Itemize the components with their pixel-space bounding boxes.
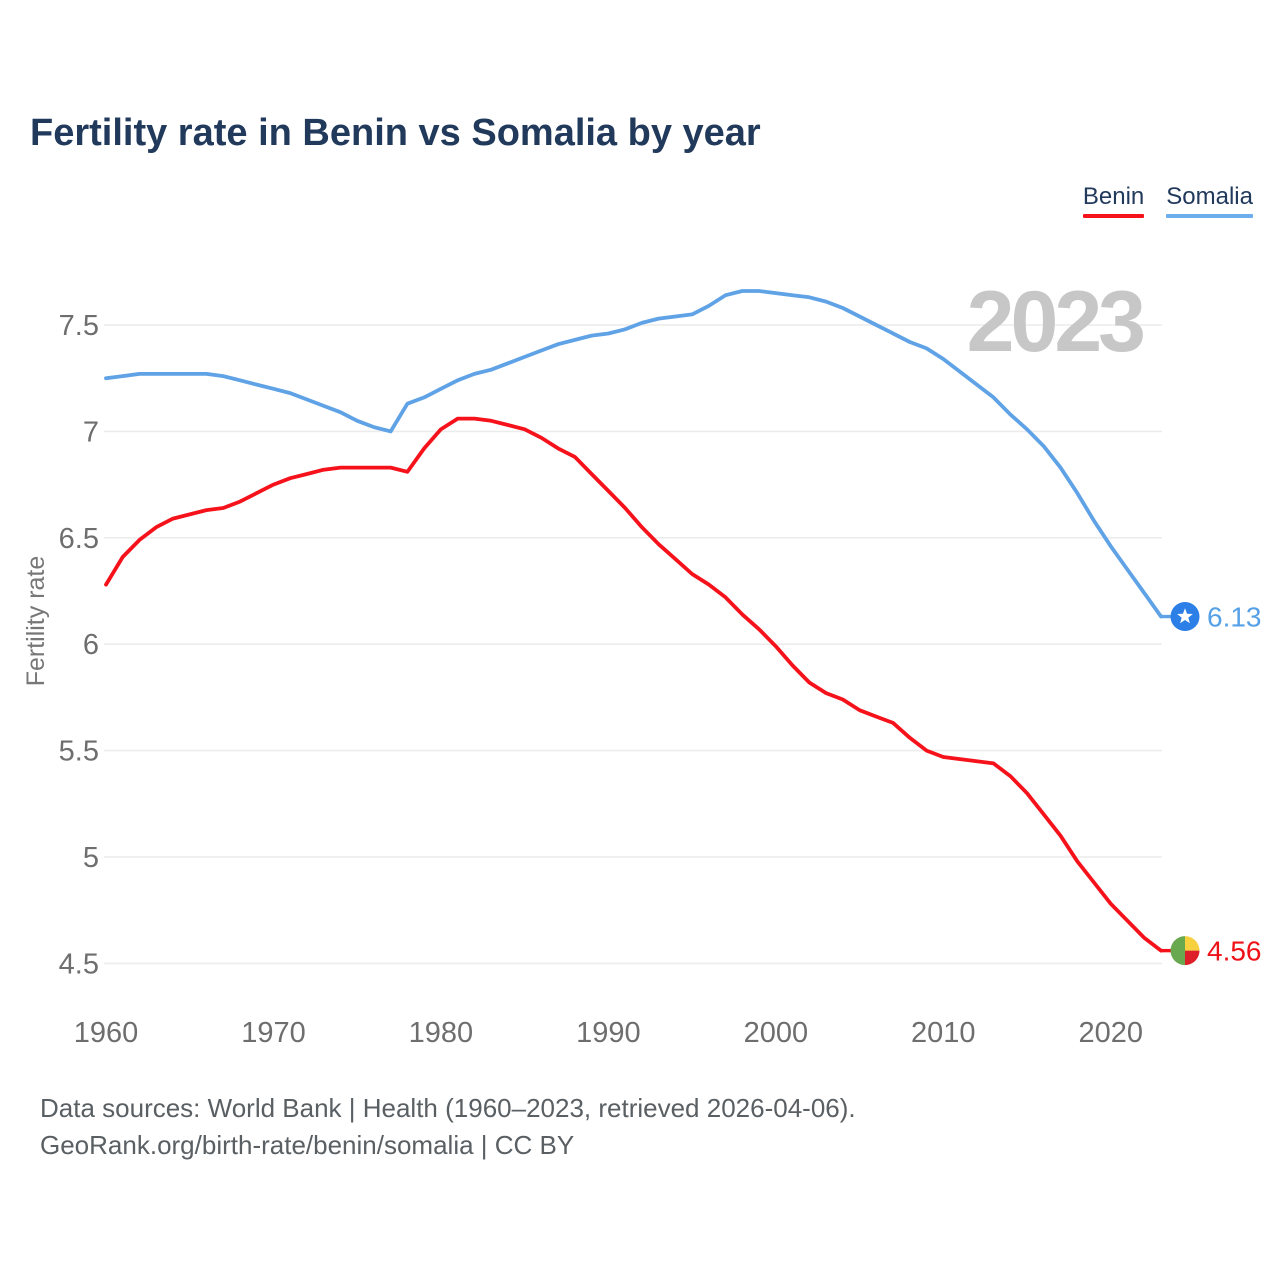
line-benin — [104, 416, 1163, 953]
y-tick-label: 6.5 — [59, 523, 99, 555]
x-tick-label: 1980 — [409, 1017, 474, 1049]
benin-flag-circle — [1170, 936, 1200, 966]
end-value-labels: 6.13 4.56 — [1207, 602, 1262, 967]
end-value-somalia: 6.13 — [1207, 602, 1262, 633]
legend-item-benin[interactable]: Benin — [1082, 183, 1145, 218]
y-tick-label: 4.5 — [59, 948, 99, 980]
line-somalia — [104, 289, 1163, 619]
x-tick-label: 2010 — [911, 1017, 976, 1049]
source-footer: Data sources: World Bank | Health (1960–… — [40, 1090, 856, 1164]
series-lines — [104, 289, 1163, 953]
legend: Benin Somalia — [1082, 183, 1253, 218]
x-tick-label: 2000 — [744, 1017, 809, 1049]
y-tick-label: 5 — [83, 842, 99, 874]
gridlines — [104, 324, 1162, 965]
flag-red-quadrant — [1185, 950, 1200, 966]
y-tick-label: 6 — [83, 629, 99, 661]
x-tick-labels: 1960 1970 1980 1990 2000 2010 2020 — [74, 1017, 1143, 1049]
x-tick-label: 1990 — [576, 1017, 641, 1049]
page-title: Fertility rate in Benin vs Somalia by ye… — [30, 112, 761, 154]
x-tick-label: 1960 — [74, 1017, 139, 1049]
flag-green-half — [1170, 936, 1185, 966]
legend-label-benin: Benin — [1082, 183, 1145, 210]
star-icon — [1177, 608, 1193, 624]
y-axis-title: Fertility rate — [22, 556, 50, 687]
watermark-year: 2023 — [967, 274, 1143, 370]
end-markers — [1161, 602, 1200, 966]
legend-underline-benin — [1082, 214, 1145, 218]
footer-line-2: GeoRank.org/birth-rate/benin/somalia | C… — [40, 1130, 575, 1160]
footer-line-1: Data sources: World Bank | Health (1960–… — [40, 1093, 856, 1123]
y-tick-label: 5.5 — [59, 736, 99, 768]
legend-label-somalia: Somalia — [1166, 183, 1253, 210]
x-tick-label: 2020 — [1079, 1017, 1144, 1049]
end-value-benin: 4.56 — [1207, 936, 1262, 967]
x-tick-label: 1970 — [241, 1017, 306, 1049]
somalia-flag-circle — [1170, 602, 1200, 632]
y-tick-label: 7.5 — [59, 310, 99, 342]
legend-item-somalia[interactable]: Somalia — [1166, 184, 1253, 218]
y-tick-label: 7 — [83, 416, 99, 448]
flag-yellow-quadrant — [1185, 936, 1200, 951]
legend-underline-somalia — [1166, 214, 1253, 218]
y-tick-labels: 7.5 7 6.5 6 5.5 5 4.5 — [59, 310, 99, 980]
